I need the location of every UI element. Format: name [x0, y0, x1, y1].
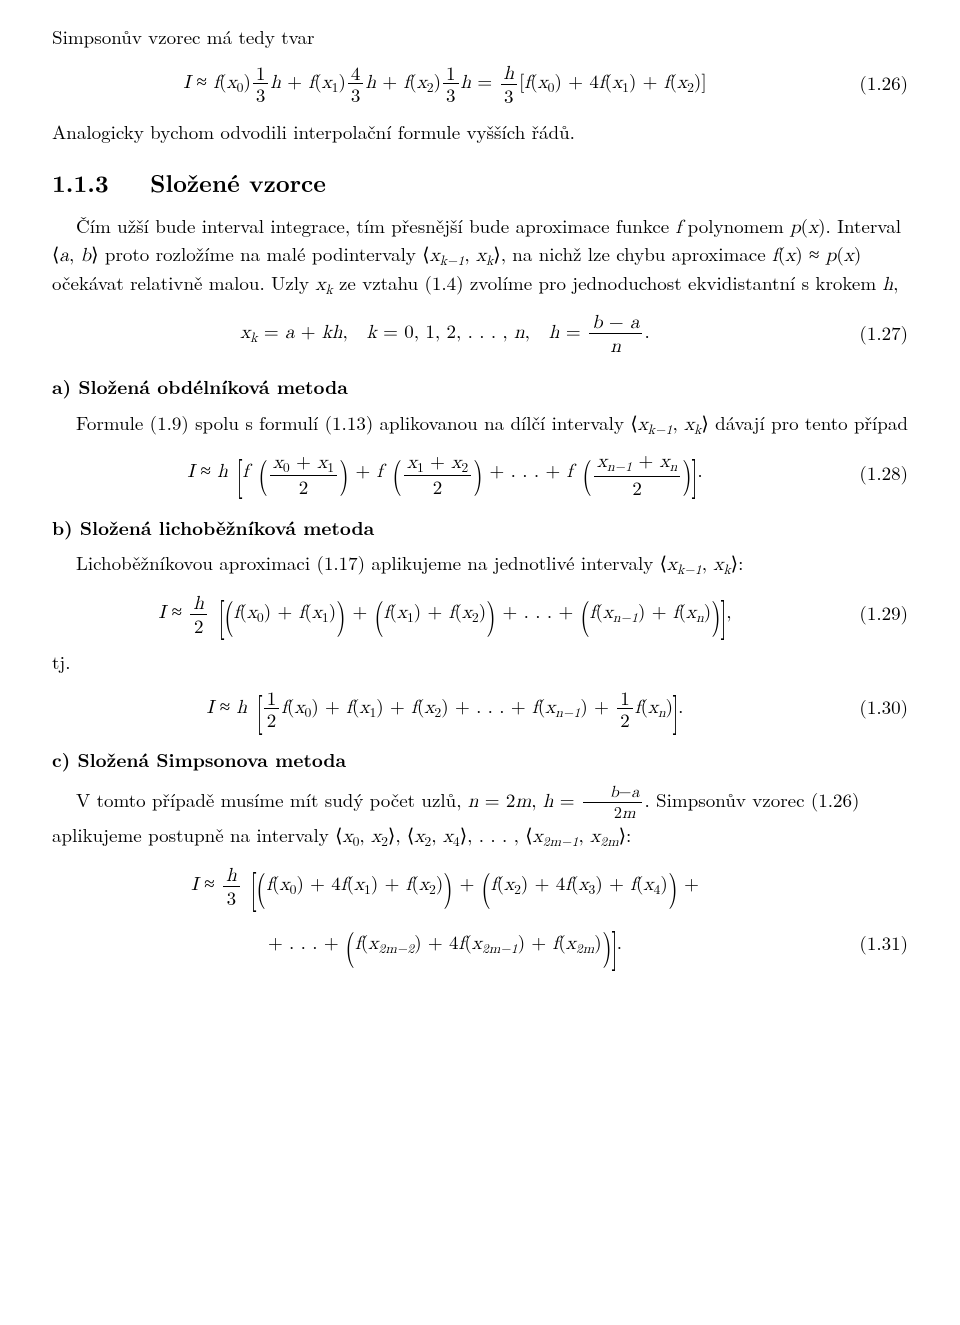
- text-run: polynomem: [681, 212, 790, 239]
- section-title-text: Složené vzorce: [150, 166, 326, 200]
- text-run: očekávat relativně malou. Uzly: [52, 269, 315, 296]
- equation-number: (1.31): [838, 930, 908, 956]
- equation-number: (1.26): [838, 70, 908, 96]
- paragraph: Formule (1.9) spolu s formulí (1.13) apl…: [52, 410, 908, 440]
- equation-number: (1.29): [838, 600, 908, 626]
- subheading-b: b) Složená lichoběžníková metoda: [52, 515, 908, 541]
- subheading-c: c) Složená Simpsonova metoda: [52, 747, 908, 773]
- text-run: . Interval: [826, 212, 902, 239]
- paragraph: Analogicky bychom odvodili interpolační …: [52, 119, 908, 145]
- paragraph: Čím užší bude interval integrace, tím př…: [52, 213, 908, 300]
- subheading-a: a) Složená obdélníková metoda: [52, 374, 908, 400]
- equation-number: (1.28): [838, 460, 908, 486]
- equation-1-31-line2: + . . . + (f(x2m−2) + 4f(x2m−1) + f(x2m)…: [52, 921, 908, 965]
- equation-1-29: I ≈ h2 [(f(x0) + f(x1)) + (f(x1) + f(x2)…: [52, 590, 908, 635]
- equation-1-26: I ≈ f(x0)13h + f(x1)43h + f(x2)13h = h3[…: [52, 60, 908, 105]
- text-run: :: [626, 821, 631, 848]
- section-number: 1.1.3: [52, 166, 109, 200]
- text-run: Formule (1.9) spolu s formulí (1.13) apl…: [76, 409, 630, 436]
- text-run: Čím užší bude interval integrace, tím př…: [76, 212, 676, 239]
- tj-label: tj.: [52, 649, 908, 675]
- equation-1-30: I ≈ h [12f(x0) + f(x1) + f(x2) + . . . +…: [52, 685, 908, 729]
- equation-1-27: xk = a + kh, k = 0, 1, 2, . . . , n, h =…: [52, 310, 908, 356]
- text-run: ze vztahu (1.4) zvolíme pro jednoduchost…: [333, 269, 883, 296]
- equation-number: (1.27): [838, 320, 908, 346]
- text-run: , na nichž lze chybu aproximace: [501, 240, 772, 267]
- paragraph: Lichoběžníkovou aproximaci (1.17) apliku…: [52, 550, 908, 580]
- text-run: :: [738, 549, 743, 576]
- equation-1-28: I ≈ h [f (x0 + x12) + f (x1 + x22) + . .…: [52, 449, 908, 496]
- text-run: proto rozložíme na malé podintervaly: [99, 240, 423, 267]
- text-run: dávají pro tento případ: [709, 409, 908, 436]
- paragraph: Simpsonův vzorec má tedy tvar: [52, 24, 908, 50]
- equation-1-31-line1: I ≈ h3 [(f(x0) + 4f(x1) + f(x2)) + (f(x2…: [52, 862, 908, 907]
- text-run: V tomto případě musíme mít sudý počet uz…: [76, 786, 468, 813]
- section-heading: 1.1.3 Složené vzorce: [52, 167, 908, 199]
- paragraph: V tomto případě musíme mít sudý počet uz…: [52, 783, 908, 852]
- equation-number: (1.30): [838, 694, 908, 720]
- text-run: Lichoběžníkovou aproximaci (1.17) apliku…: [76, 549, 660, 576]
